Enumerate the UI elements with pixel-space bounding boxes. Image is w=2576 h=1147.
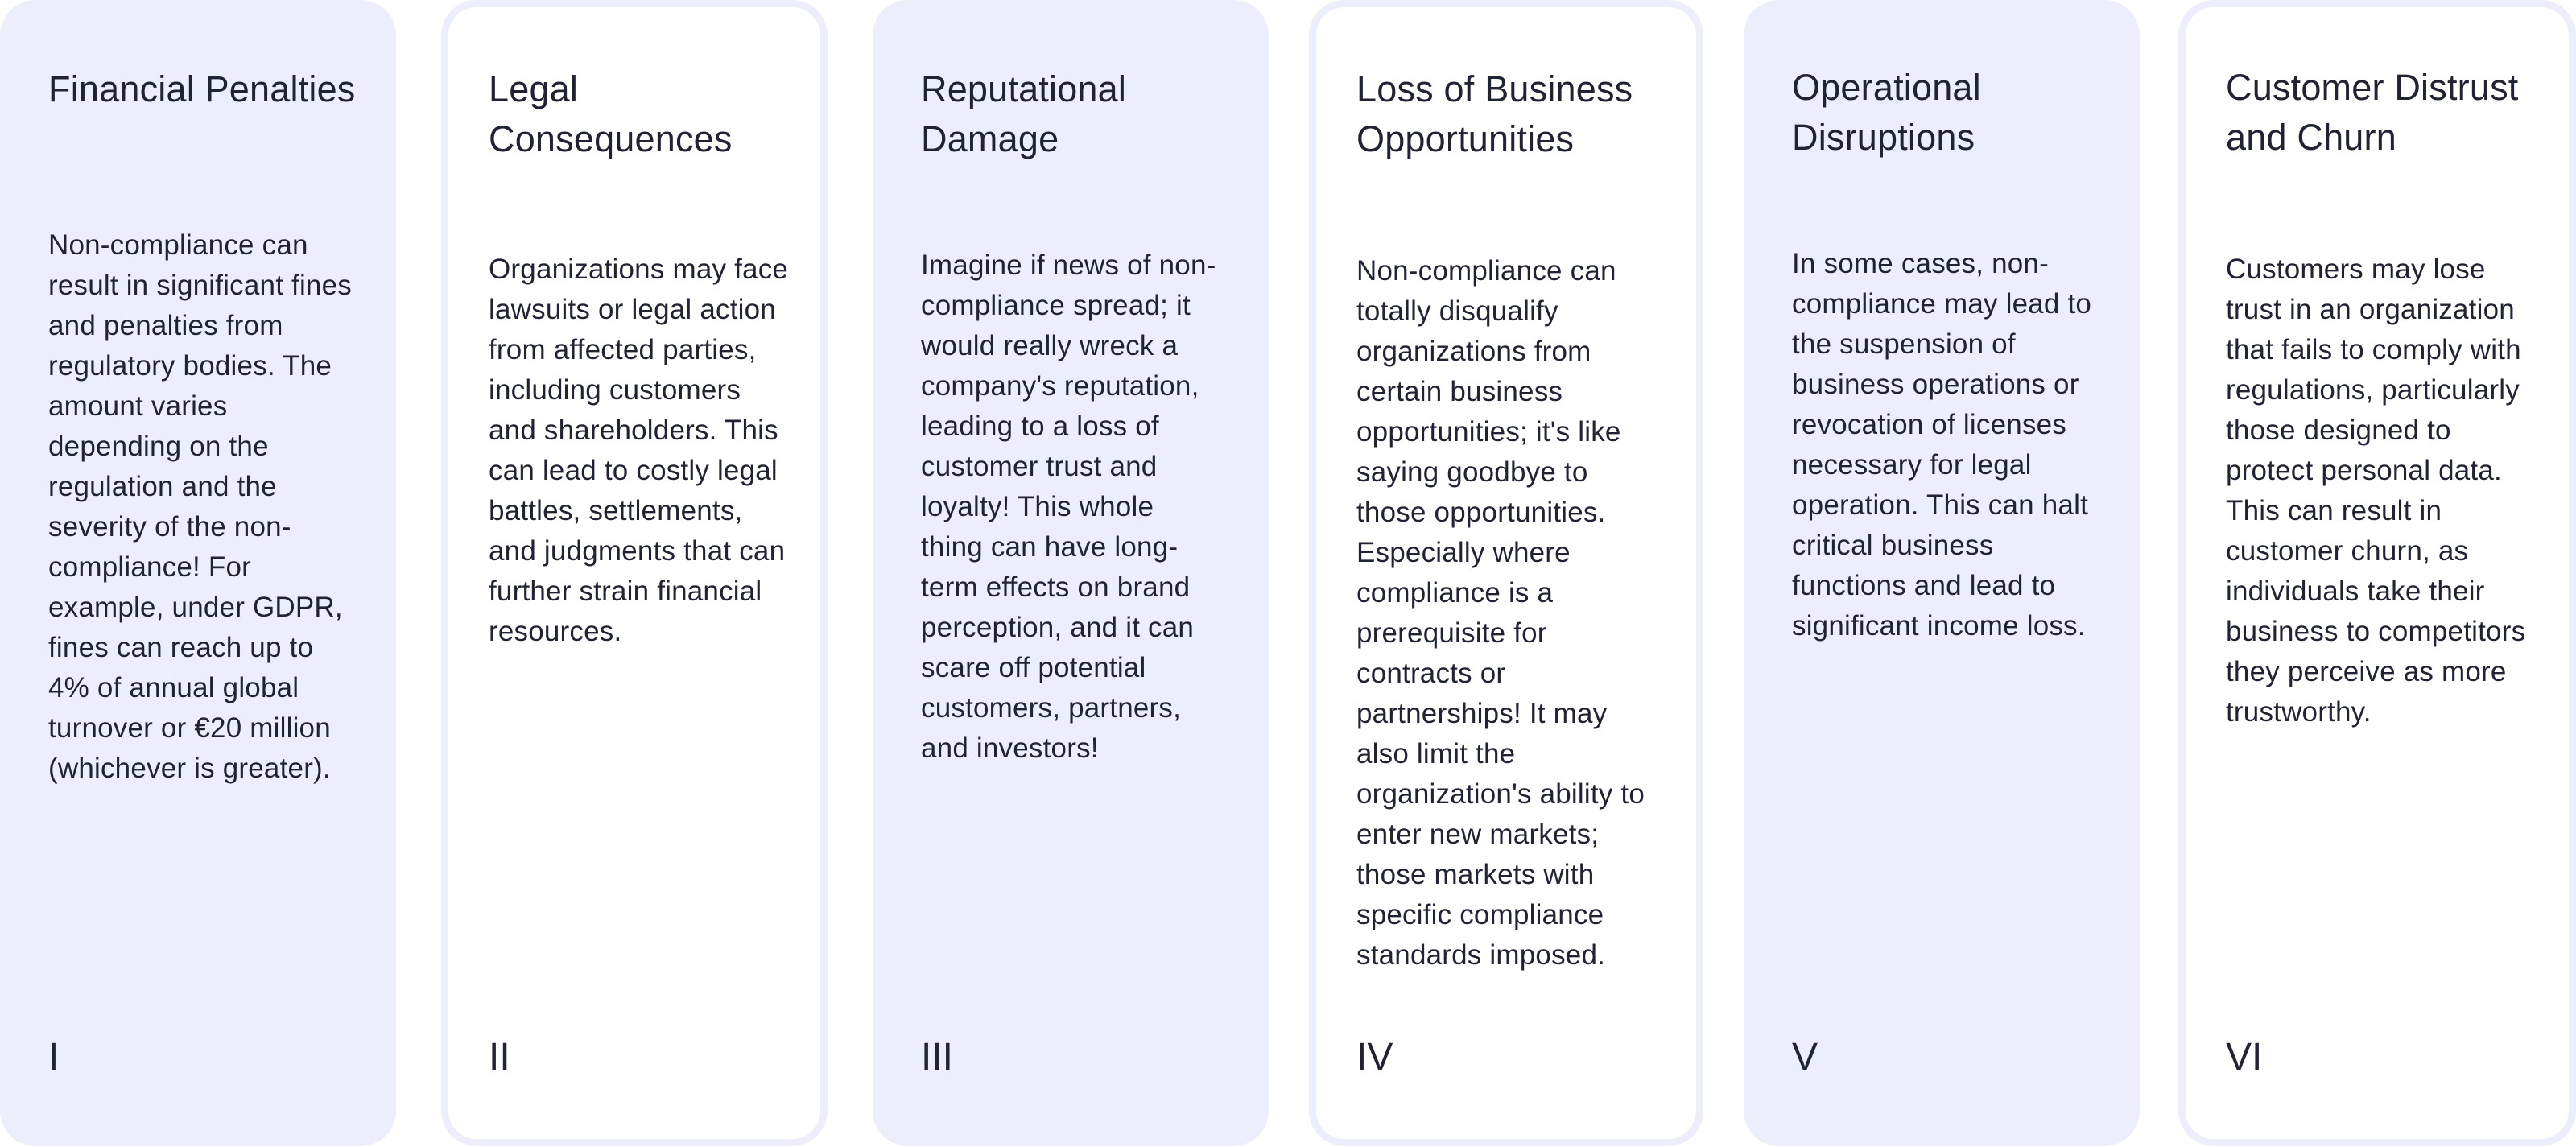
card-body: Customers may lose trust in an organizat…: [2226, 254, 2526, 728]
card-numeral: II: [489, 1036, 510, 1079]
card-numeral: V: [1792, 1036, 1818, 1079]
card-numeral: VI: [2226, 1036, 2263, 1079]
card-title: Reputational Damage: [921, 68, 1127, 159]
card-title: Legal Consequences: [489, 68, 733, 159]
card-legal-consequences: Legal Consequences Organizations may fac…: [441, 0, 828, 1146]
card-reputational-damage: Reputational Damage Imagine if news of n…: [873, 0, 1269, 1146]
card-financial-penalties: Financial Penalties Non-compliance can r…: [0, 0, 396, 1146]
card-body: Imagine if news of non-compliance spread…: [921, 250, 1216, 764]
card-numeral: I: [48, 1036, 60, 1079]
card-body: In some cases, non-compliance may lead t…: [1792, 248, 2092, 642]
card-title: Financial Penalties: [48, 68, 356, 109]
card-body: Organizations may face lawsuits or legal…: [489, 254, 789, 647]
card-body: Non-compliance can totally disqualify or…: [1356, 255, 1645, 971]
card-body: Non-compliance can result in significant…: [48, 229, 352, 784]
card-operational-disruptions: Operational Disruptions In some cases, n…: [1744, 0, 2140, 1146]
card-title: Operational Disruptions: [1792, 67, 1981, 158]
card-numeral: IV: [1356, 1036, 1393, 1079]
card-title: Loss of Business Opportunities: [1356, 68, 1633, 159]
card-loss-of-business-opportunities: Loss of Business Opportunities Non-compl…: [1309, 0, 1703, 1146]
card-title: Customer Distrust and Churn: [2226, 67, 2519, 158]
card-customer-distrust-and-churn: Customer Distrust and Churn Customers ma…: [2178, 0, 2576, 1146]
card-numeral: III: [921, 1036, 954, 1079]
